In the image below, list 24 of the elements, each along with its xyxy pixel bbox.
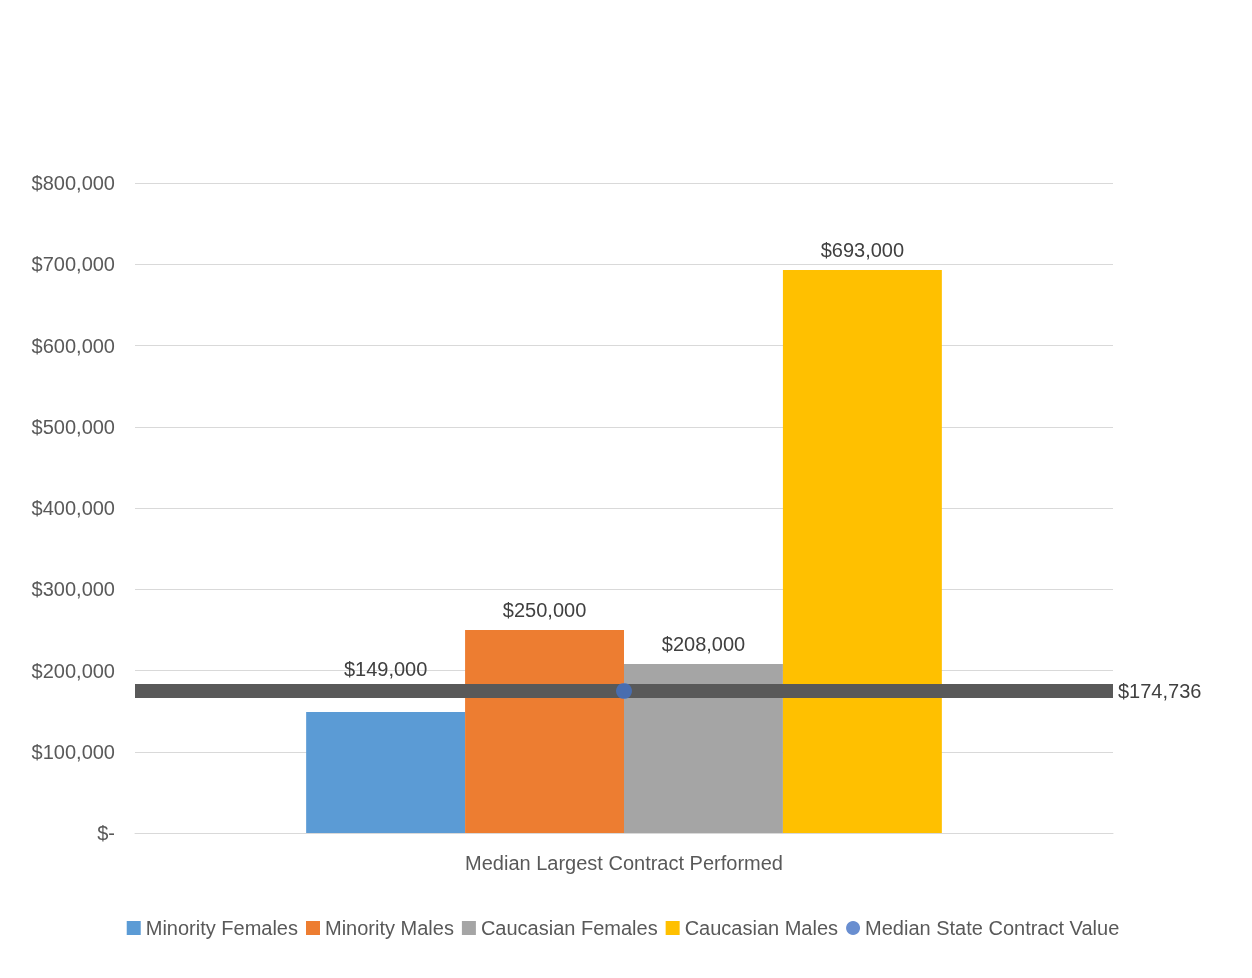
y-tick-label: $600,000 bbox=[31, 334, 115, 357]
legend-label: Median State Contract Value bbox=[865, 917, 1120, 939]
y-tick-label: $- bbox=[97, 822, 115, 844]
legend-label: Minority Females bbox=[145, 917, 298, 939]
y-tick-label: $700,000 bbox=[31, 253, 115, 276]
data-label: $208,000 bbox=[661, 633, 746, 655]
legend-label: Caucasian Females bbox=[480, 917, 658, 939]
y-tick-label: $100,000 bbox=[31, 740, 115, 763]
x-tick-label: Median Largest Contract Performed bbox=[465, 852, 783, 874]
bar bbox=[306, 711, 466, 833]
data-label: $250,000 bbox=[502, 598, 587, 621]
data-label: $149,000 bbox=[343, 658, 428, 681]
y-tick-label: $300,000 bbox=[31, 578, 115, 601]
y-tick-label: $400,000 bbox=[31, 497, 115, 519]
y-tick-label: $500,000 bbox=[31, 415, 115, 438]
bar bbox=[624, 664, 783, 833]
bar bbox=[782, 269, 942, 833]
y-tick-label: $800,000 bbox=[31, 172, 115, 194]
legend-label: Caucasian Males bbox=[684, 917, 839, 939]
data-label: $693,000 bbox=[820, 238, 905, 261]
legend-label: Minority Males bbox=[324, 917, 454, 939]
y-tick-label: $200,000 bbox=[31, 659, 115, 682]
ref-line-label: $174,736 bbox=[1118, 680, 1202, 703]
bar bbox=[465, 629, 624, 833]
